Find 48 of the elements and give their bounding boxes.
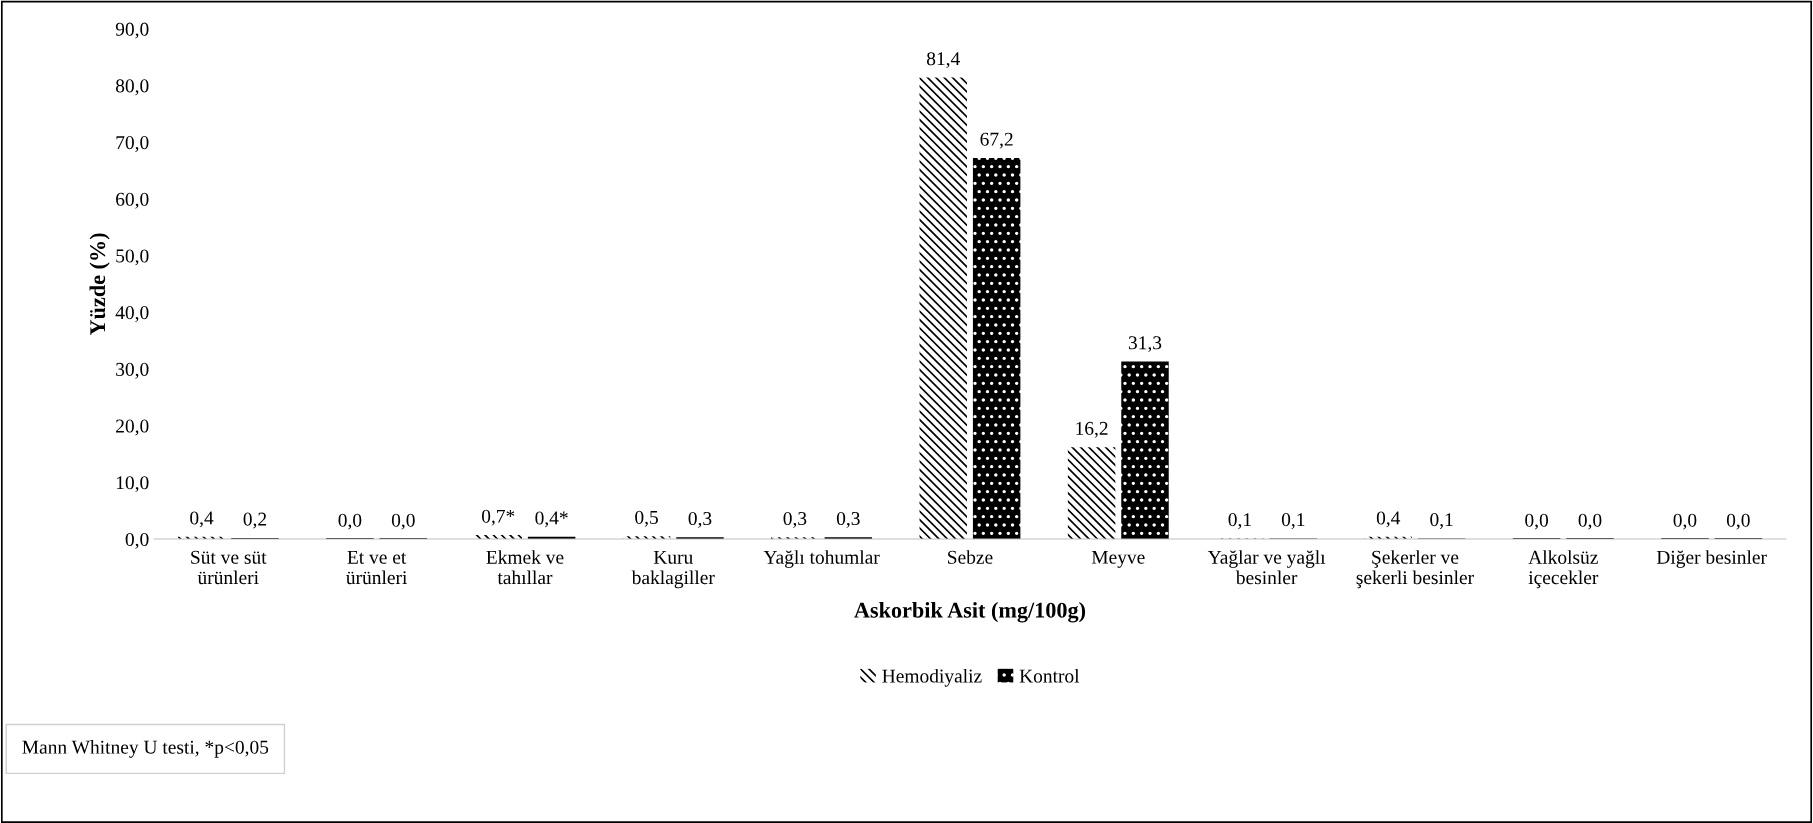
y-tick-label: 90,0 [115, 22, 149, 39]
x-tick-label: Kuru baklagiller [631, 550, 715, 589]
data-label: 0,1 [1281, 513, 1305, 530]
y-tick-label: 20,0 [116, 419, 149, 436]
data-label: 0,0 [391, 513, 415, 530]
x-tick-label: Alkolsüz içecekler [1528, 550, 1599, 589]
data-label: 16,2 [1076, 421, 1108, 438]
x-tick-label: Yağlar ve yağlı besinler [1207, 550, 1326, 585]
y-tick-label: 60,0 [116, 192, 149, 209]
text: Mann Whitney U testi, *p<0,05 [22, 740, 269, 758]
data-label: 0,0 [338, 513, 362, 530]
data-label: 0,0 [1525, 513, 1549, 530]
y-tick-label: 40,0 [115, 306, 149, 323]
data-label: 0,2 [243, 512, 267, 529]
y-tick-label: 80,0 [115, 79, 149, 96]
x-tick-label: Yağlı tohumlar [763, 550, 880, 568]
data-label: 0,7* [481, 509, 515, 526]
data-label: 0,4 [1376, 511, 1401, 528]
x-tick-label: Sebze [948, 550, 993, 564]
data-label: 0,5 [635, 510, 658, 527]
data-label: 0,0 [1578, 513, 1602, 530]
x-tick-label: Diğer besinler [1656, 550, 1767, 568]
y-axis-title: Yüzde (%) [89, 233, 110, 336]
data-label: 0,1 [1430, 513, 1453, 530]
data-label: 0,4* [535, 511, 568, 528]
data-label: 31,3 [1128, 336, 1162, 353]
data-label: 0,3 [783, 511, 807, 528]
y-tick-label: 70,0 [116, 136, 149, 152]
x-tick-label: Ekmek ve tahıllar [486, 550, 564, 585]
data-label: 0,1 [1228, 513, 1251, 530]
data-label: 81,4 [926, 52, 960, 69]
x-tick-label: Şekerler ve şekerli besinler [1356, 550, 1474, 589]
y-tick-label: 50,0 [116, 249, 149, 266]
legend-label: Hemodiyaliz [882, 668, 982, 687]
data-label: 0,3 [836, 511, 860, 528]
x-tick-label: Süt ve süt ürünleri [191, 550, 267, 585]
data-label: 0,0 [1673, 513, 1697, 530]
data-label: 0,0 [1726, 513, 1750, 530]
data-label: 67,2 [980, 132, 1013, 149]
legend-label: Kontrol [1019, 668, 1080, 683]
x-tick-label: Et ve et ürünleri [346, 550, 408, 585]
data-label: 0,4 [190, 511, 214, 528]
y-tick-label: 10,0 [116, 476, 149, 493]
x-axis-title: Askorbik Asit (mg/100g) [854, 602, 1086, 623]
x-tick-label: Meyve [1091, 550, 1145, 568]
y-tick-label: 0,0 [125, 532, 149, 549]
y-tick-label: 30,0 [116, 362, 149, 379]
data-label: 0,3 [688, 511, 712, 528]
